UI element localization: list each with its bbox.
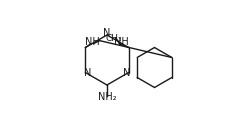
Text: NH: NH bbox=[114, 37, 129, 47]
Text: NH: NH bbox=[85, 37, 100, 47]
Text: N: N bbox=[123, 68, 130, 78]
Text: NH₂: NH₂ bbox=[98, 92, 116, 102]
Text: N: N bbox=[103, 28, 111, 38]
Text: CH₃: CH₃ bbox=[105, 34, 122, 43]
Text: N: N bbox=[84, 68, 91, 78]
